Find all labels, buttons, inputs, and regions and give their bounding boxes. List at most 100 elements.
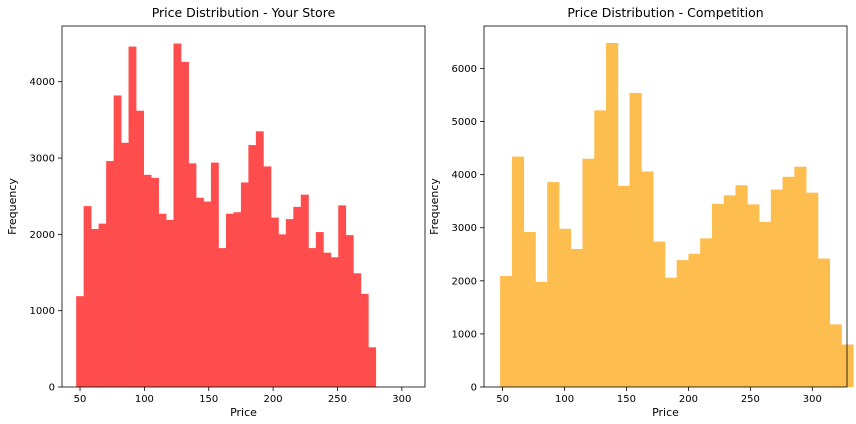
histogram-bar [617,185,630,387]
histogram-bar [770,189,783,387]
histogram-bar [113,95,122,388]
y-tick-label: 4000 [452,170,477,181]
histogram-bar [747,204,760,387]
chart-title: Price Distribution - Your Store [152,5,336,20]
y-tick-label: 6000 [452,64,477,75]
x-tick-label: 200 [679,394,698,405]
histogram-bar [345,235,354,387]
y-tick-label: 2000 [452,276,477,287]
histogram-bar [285,219,294,387]
y-tick-label: 3000 [452,223,477,234]
histogram-bar [210,162,219,387]
histogram-bar [794,166,807,387]
histogram-bar [338,205,347,387]
x-axis-label: Price [652,406,679,419]
x-axis-label: Price [230,406,257,419]
histogram-bar [841,344,854,387]
y-tick-label: 4000 [30,77,55,88]
histogram-bar [83,206,92,387]
chart-title: Price Distribution - Competition [567,5,763,20]
histogram-bar [76,296,85,387]
x-tick-label: 150 [617,394,636,405]
y-tick-label: 1000 [452,329,477,340]
histogram-bar [759,221,772,387]
histogram-bar [263,166,272,387]
x-tick-label: 200 [264,394,283,405]
histogram-bar [203,201,212,387]
y-axis-label: Frequency [6,178,19,235]
histogram-bar [511,156,525,387]
histogram-bar [582,158,595,387]
histogram-bar [248,145,257,387]
y-axis-label: Frequency [428,178,441,235]
histogram-bar [558,228,572,387]
histogram-bar [91,229,99,387]
histogram-bar [255,131,264,387]
histogram-bar [735,185,748,387]
histogram-bar [547,182,560,387]
histogram-bar [782,176,795,387]
histogram-bar [278,234,287,387]
histogram-bar [173,43,182,388]
histogram-bar [500,276,513,387]
histogram-bar [688,253,701,387]
histogram-bar [151,177,159,387]
x-tick-label: 100 [135,394,154,405]
histogram-bar [270,217,279,387]
histogram-bar [308,248,317,387]
histogram-bar [166,219,174,387]
histogram-bar [188,163,197,387]
histogram-bar [353,273,362,387]
histogram-bar [136,110,145,387]
histogram-bar [225,213,234,387]
histogram-bar [535,281,548,387]
histogram-bar [158,213,167,387]
y-tick-label: 3000 [30,154,55,165]
y-tick-label: 1000 [30,306,55,317]
histogram-bar [323,252,332,387]
histogram-bar [218,248,227,387]
x-tick-label: 50 [496,394,509,405]
histogram-bar [143,174,152,387]
histogram-bar [829,324,842,387]
histogram-bar [606,42,619,388]
y-tick-label: 0 [471,383,477,394]
histogram-bar [629,92,642,387]
plot-frame [483,25,848,388]
histogram-bar [676,260,689,387]
histogram-bar [570,248,583,387]
histogram-bar [233,212,242,387]
histogram-bar [315,232,324,387]
histogram-bar [293,206,302,387]
histogram-bar [98,223,107,387]
y-tick-label: 0 [49,383,55,394]
y-tick-label: 5000 [452,117,477,128]
histogram-bar [641,171,654,387]
x-tick-label: 250 [741,394,760,405]
y-tick-label: 2000 [30,230,55,241]
histogram-bar [806,192,819,387]
plot-frame [61,25,426,388]
histogram-bar [128,46,137,388]
histogram-bar [700,238,713,387]
histogram-bar [180,61,189,388]
histogram-bar [240,182,249,387]
histogram-bar [523,231,536,387]
x-tick-label: 300 [803,394,822,405]
histogram-bar [723,195,736,387]
histogram-bar [368,347,377,387]
chart-your-store: 50 100 150 200 250 30001000200030004000Price … [6,5,426,419]
histogram-bar [360,293,369,387]
histogram-bar [653,241,666,387]
x-tick-label: 150 [199,394,218,405]
histogram-bar [817,258,831,387]
histogram-bar [196,197,204,387]
histogram-bar [330,257,339,387]
x-tick-label: 50 [74,394,87,405]
histogram-bar [711,203,725,387]
histogram-bar [664,277,678,387]
x-tick-label: 250 [328,394,347,405]
histogram-bar [594,110,607,388]
histogram-bar [121,142,129,387]
